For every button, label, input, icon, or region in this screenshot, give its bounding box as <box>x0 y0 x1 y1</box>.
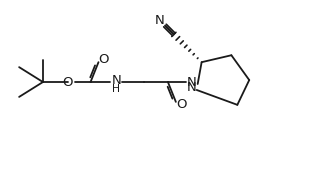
Text: N: N <box>187 75 197 89</box>
Text: N: N <box>187 81 197 95</box>
Text: O: O <box>62 75 73 89</box>
Text: N: N <box>155 14 165 27</box>
Text: N: N <box>111 74 121 87</box>
Text: O: O <box>98 53 109 66</box>
Text: O: O <box>176 98 187 111</box>
Text: H: H <box>112 84 120 94</box>
